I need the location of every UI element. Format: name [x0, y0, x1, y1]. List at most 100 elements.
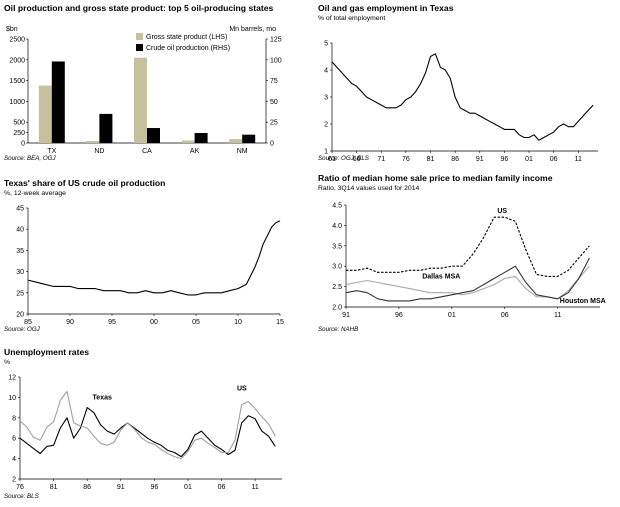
y-tick-label: 4 — [324, 68, 328, 75]
y-tick-label-right: 0 — [270, 141, 274, 148]
y-tick-label: 4 — [12, 456, 16, 463]
y-tick-label: 2.0 — [332, 305, 342, 312]
oil-gsp-chart-panel: Oil production and gross state product: … — [4, 3, 300, 173]
y-tick-label: 8 — [12, 415, 16, 422]
bar-gross-state-product — [181, 140, 195, 143]
y-tick-label: 1 — [324, 149, 328, 156]
chart-source: Source: BEA, OGJ — [4, 155, 56, 162]
y-tick-label-left: 250 — [13, 130, 25, 137]
x-tick-label: 61 — [328, 156, 336, 163]
chart-subtitle: Ratio, 3Q14 values used for 2014 — [318, 185, 420, 192]
x-tick-label: 11 — [575, 156, 582, 163]
y-tick-label-left: 0 — [21, 141, 25, 148]
legend-label: Gross state product (LHS) — [146, 34, 227, 41]
y-tick-label-right: 125 — [270, 37, 282, 44]
y-tick-label: 45 — [16, 206, 24, 213]
x-tick-label: 01 — [448, 312, 456, 319]
x-tick-label: 95 — [108, 319, 116, 326]
y-tick-label-left: 2000 — [9, 57, 25, 64]
x-tick-label: 10 — [234, 319, 242, 326]
bar-gross-state-product — [38, 85, 52, 143]
x-tick-label: 76 — [16, 484, 24, 491]
y-tick-label-right: 25 — [270, 120, 278, 127]
bar-gross-state-product — [229, 139, 243, 143]
oil-gas-employment-panel: Oil and gas employment in Texas % of tot… — [318, 3, 614, 173]
bar-crude-oil-production — [99, 113, 113, 143]
y-tick-label: 35 — [16, 248, 24, 255]
y-tick-label-left: 1000 — [9, 99, 25, 106]
x-tick-label: 01 — [184, 484, 192, 491]
series-label-texas: Texas — [93, 394, 112, 401]
x-tick-label: 15 — [276, 319, 284, 326]
right-axis-unit: Mn barrels, mo — [229, 26, 276, 33]
y-tick-label: 5 — [324, 41, 328, 48]
y-tick-label-right: 100 — [270, 57, 282, 64]
y-tick-label: 12 — [8, 375, 16, 382]
series-label-dallas-msa: Dallas MSA — [422, 273, 460, 280]
x-tick-label: 90 — [66, 319, 74, 326]
chart-subtitle: % — [4, 359, 11, 366]
y-tick-label: 3 — [324, 95, 328, 102]
x-tick-label: 71 — [377, 156, 385, 163]
y-tick-label-left: 2500 — [9, 37, 25, 44]
y-tick-label-right: 50 — [270, 99, 278, 106]
legend-swatch — [136, 44, 143, 51]
legend-swatch — [136, 33, 143, 40]
chart-source: Source: BLS — [4, 493, 39, 500]
chart-title: Oil and gas employment in Texas — [318, 3, 454, 13]
oil-gas-employment-chart: 1 2 3 4 5 61 66 71 76 81 86 91 96 01 06 11 — [324, 41, 598, 163]
bar-crude-oil-production — [194, 133, 208, 143]
x-tick-label: TX — [47, 148, 56, 155]
chart-source: Source: OGJ — [4, 326, 40, 333]
x-tick-label: 91 — [476, 156, 484, 163]
bar-gross-state-product — [134, 57, 147, 143]
chart-source: Source: NAHB — [318, 326, 359, 333]
series-line-houston-msa — [345, 257, 590, 302]
x-tick-label: 66 — [353, 156, 361, 163]
series-line-dallas-msa — [345, 265, 590, 300]
y-tick-label: 10 — [8, 395, 16, 402]
x-tick-label: 91 — [117, 484, 125, 491]
y-tick-label: 20 — [16, 312, 24, 319]
x-tick-label: 96 — [150, 484, 158, 491]
chart-title: Unemployment rates — [4, 347, 90, 357]
bar-crude-oil-production — [51, 61, 65, 143]
y-tick-label: 4.0 — [332, 223, 342, 230]
x-tick-label: 86 — [451, 156, 459, 163]
series-label-us: US — [237, 385, 247, 392]
x-tick-label: 00 — [150, 319, 158, 326]
x-tick-label: NM — [237, 148, 248, 155]
y-tick-label: 2 — [324, 122, 328, 129]
y-tick-label: 2 — [12, 477, 16, 484]
chart-subtitle: % of total employment — [318, 15, 386, 22]
bar-gross-state-product — [86, 140, 100, 143]
x-tick-label: 81 — [427, 156, 435, 163]
x-tick-label: 01 — [525, 156, 533, 163]
x-tick-label: 85 — [24, 319, 32, 326]
home-price-ratio-panel: Ratio of median home sale price to media… — [318, 173, 614, 338]
x-tick-label: 76 — [402, 156, 410, 163]
unemployment-panel: Unemployment rates % 2 4 6 8 10 12 76 81 86 91 96 0… — [4, 347, 300, 505]
y-tick-label: 3.5 — [332, 243, 342, 250]
texas-share-panel: Texas' share of US crude oil production … — [4, 178, 300, 338]
y-tick-label: 2.5 — [332, 284, 342, 291]
y-tick-label-right: 75 — [270, 78, 278, 85]
x-tick-label: 11 — [251, 484, 258, 491]
x-tick-label: 91 — [342, 312, 350, 319]
y-tick-label-left: 1500 — [9, 78, 25, 85]
x-tick-label: CA — [142, 148, 152, 155]
chart-title: Oil production and gross state product: … — [4, 3, 274, 13]
series-line — [331, 53, 594, 141]
x-tick-label: 06 — [218, 484, 226, 491]
x-tick-label: ND — [94, 148, 104, 155]
home-price-ratio-chart: 2.0 2.5 3.0 3.5 4.0 4.5 91 96 01 06 11 US Dallas MSA… — [332, 203, 605, 320]
x-tick-label: 06 — [501, 312, 509, 319]
x-tick-label: AK — [190, 148, 200, 155]
chart-title: Texas' share of US crude oil production — [4, 178, 166, 188]
x-tick-label: 96 — [501, 156, 509, 163]
series-line-us — [346, 216, 590, 277]
x-tick-label: 86 — [83, 484, 91, 491]
series-line — [27, 220, 281, 296]
unemployment-chart: 2 4 6 8 10 12 76 81 86 91 96 01 06 11 Texas US — [8, 375, 282, 491]
y-tick-label: 4.5 — [332, 203, 342, 210]
